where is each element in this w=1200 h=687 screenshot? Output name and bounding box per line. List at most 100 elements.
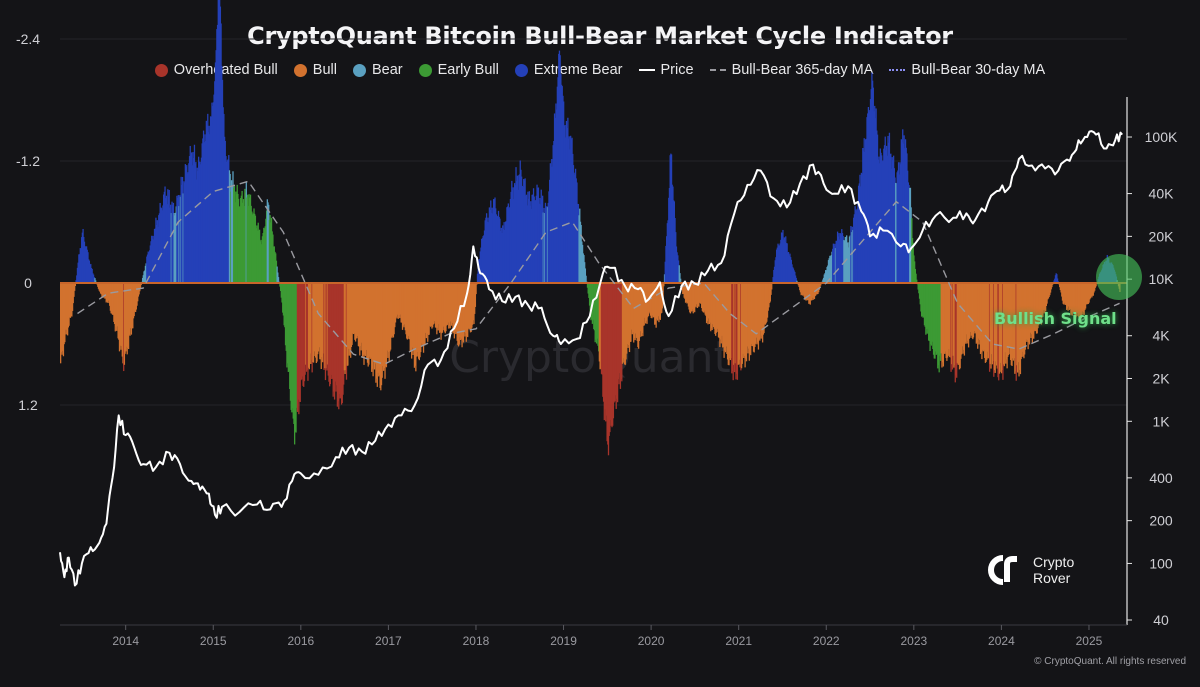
legend-swatch-overheated-bull [154,63,168,77]
indicator-bar [191,152,193,283]
legend-item-price[interactable]: Price [638,62,694,78]
indicator-bar [607,283,609,445]
legend-item-extreme-bear[interactable]: Extreme Bear [514,62,623,78]
indicator-bar [224,140,226,283]
indicator-bar [602,283,604,397]
indicator-bar [574,174,576,283]
indicator-bar [193,158,195,283]
indicator-bar [1014,283,1017,372]
indicator-bar [960,283,963,355]
indicator-bar [465,283,467,342]
indicator-bar [520,169,522,283]
indicator-bar [476,273,479,283]
indicator-bar [584,262,586,283]
indicator-bar [921,283,923,317]
legend-item-ma30[interactable]: Bull-Bear 30-day MA [889,62,1045,78]
indicator-bar [1034,283,1036,332]
indicator-bar [532,194,534,283]
indicator-bar [605,283,607,422]
indicator-bar [569,149,571,283]
indicator-bar [291,283,293,413]
legend-item-overheated-bull[interactable]: Overheated Bull [154,62,278,78]
indicator-bar [950,283,952,372]
indicator-bar [258,230,260,283]
indicator-bar [1016,283,1019,373]
chart-title: CryptoQuant Bitcoin Bull-Bear Market Cyc… [247,22,953,50]
indicator-bar [120,283,123,346]
indicator-bar [354,283,357,342]
indicator-bar [391,283,393,338]
indicator-bar [834,248,837,283]
ma365-line [77,180,1120,366]
indicator-bar [871,72,873,283]
indicator-bar [818,283,821,290]
indicator-bar [358,283,360,347]
indicator-bar [97,283,100,289]
indicator-bar [460,283,462,341]
indicator-bar [396,283,399,315]
indicator-bar [669,155,671,283]
indicator-bar [352,283,354,334]
indicator-bar [347,283,350,349]
indicator-bar [544,213,546,283]
indicator-bar [420,283,423,344]
indicator-bar [495,214,498,283]
indicator-bar [829,256,832,283]
indicator-bar [579,208,581,283]
indicator-bar [271,231,273,283]
indicator-bar [415,283,417,372]
indicator-bar [546,207,549,283]
indicator-bar [806,283,809,301]
indicator-bar [822,277,825,283]
indicator-bar [309,283,311,354]
legend-swatch-early-bull [418,63,432,77]
indicator-bar [916,279,918,283]
indicator-bar [246,197,248,283]
indicator-bar [603,283,605,421]
indicator-bar [499,230,502,283]
indicator-bar [854,206,856,283]
indicator-bar [455,283,457,335]
indicator-bar [109,283,111,306]
indicator-bar [417,283,420,359]
indicator-bar [972,283,974,340]
indicator-bar [1056,278,1059,283]
indicator-bar [429,283,431,326]
indicator-bar [221,65,223,284]
indicator-bar [330,283,332,375]
indicator-bar [281,283,283,303]
indicator-bar [892,160,894,283]
indicator-bar [368,283,371,357]
left-axis: 1.2 0 -1.2 -2.4 [16,31,40,413]
indicator-bar [79,248,81,283]
indicator-bar [629,283,631,342]
legend-item-bull[interactable]: Bull [293,62,337,78]
indicator-bar [958,283,961,370]
indicator-bar [612,283,614,426]
indicator-bar [757,283,760,350]
indicator-bar [979,283,981,341]
indicator-bar [1092,283,1094,296]
indicator-bar [712,283,715,328]
legend-item-bear[interactable]: Bear [352,62,403,78]
indicator-bar [323,283,325,370]
indicator-bar [904,148,906,283]
indicator-bar [711,283,713,331]
indicator-bar [790,257,792,283]
indicator-bar [142,275,144,283]
indicator-bar [123,283,125,372]
indicator-bar [677,255,679,283]
indicator-bar [63,283,65,345]
indicator-bar [162,194,165,283]
legend-item-ma365[interactable]: Bull-Bear 365-day MA [709,62,873,78]
indicator-bar [847,242,849,283]
indicator-bar [1018,283,1020,377]
indicator-bar [749,283,751,354]
indicator-bar [462,283,464,341]
indicator-bar [427,283,429,342]
indicator-bar [199,161,201,283]
legend-item-early-bull[interactable]: Early Bull [418,62,499,78]
indicator-bar [307,283,309,381]
indicator-bar [303,283,305,387]
legend-label: Price [660,62,694,78]
